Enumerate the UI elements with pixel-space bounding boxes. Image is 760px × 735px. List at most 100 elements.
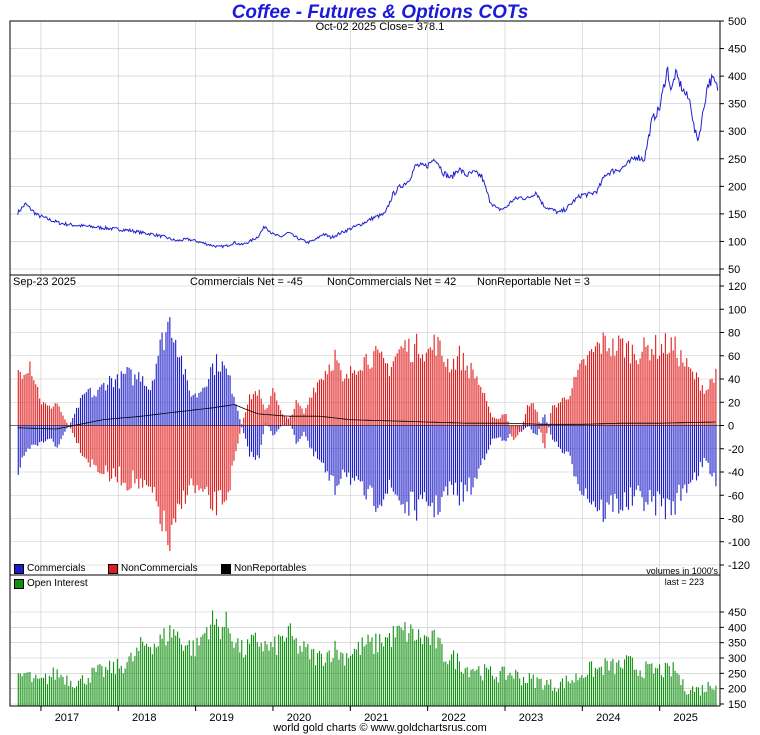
noncommercials-bar (62, 415, 64, 426)
open-interest-bar (505, 679, 507, 706)
commercials-bar (526, 425, 528, 427)
open-interest-bar (596, 669, 598, 706)
y-tick-label: 50 (728, 264, 740, 276)
open-interest-bar (369, 641, 371, 706)
commercials-bar (404, 425, 406, 514)
commercials-bar (336, 425, 338, 486)
open-interest-bar (697, 687, 699, 706)
noncommercials-bar (83, 425, 85, 458)
open-interest-bar (260, 642, 262, 706)
noncommercials-bar (87, 425, 89, 463)
noncommercials-bar (589, 350, 591, 426)
noncommercials-bar (132, 425, 134, 471)
commercials-bar (262, 425, 264, 435)
commercials-bar (81, 394, 83, 426)
noncommercials-bar (21, 379, 23, 426)
noncommercials-bar (674, 336, 676, 426)
commercials-bar (571, 425, 573, 465)
open-interest-bar (112, 661, 115, 706)
open-interest-bar (466, 667, 468, 706)
open-interest-bar (542, 689, 544, 706)
y-tick-label: -40 (728, 467, 744, 479)
open-interest-bar (590, 661, 593, 706)
open-interest-bar (217, 626, 219, 706)
open-interest-bar (50, 677, 52, 706)
commercials-bar (480, 425, 482, 466)
commercials-bar (579, 425, 581, 491)
open-interest-bar (468, 677, 470, 706)
open-interest-bar (486, 667, 488, 706)
noncommercials-bar (72, 425, 74, 433)
noncommercials-bar (367, 364, 369, 426)
x-tick-label: 2018 (132, 712, 156, 724)
noncommercials-bar (505, 414, 507, 426)
commercials-bar (334, 425, 336, 495)
noncommercials-bar (462, 352, 464, 426)
commercials-bar (532, 425, 534, 434)
commercials-bar (575, 425, 577, 477)
commercials-bar (190, 396, 192, 426)
open-interest-bar (713, 689, 715, 706)
commercials-bar (423, 425, 425, 493)
noncommercials-bar (666, 354, 668, 426)
commercials-bar (206, 386, 208, 426)
noncommercials-bar (248, 394, 251, 426)
open-interest-bar (190, 655, 192, 706)
noncommercials-bar (600, 353, 602, 426)
commercials-bar (212, 363, 214, 426)
commercials-bar (42, 425, 45, 443)
open-interest-bar (153, 643, 155, 706)
commercials-bar (664, 425, 666, 520)
open-interest-bar (299, 645, 301, 706)
noncommercials-bar (142, 425, 144, 488)
open-interest-bar (682, 679, 684, 706)
open-interest-bar (70, 680, 72, 706)
noncommercials-bar (703, 393, 705, 426)
commercials-bar (118, 388, 120, 426)
open-interest-bar (556, 691, 558, 706)
open-interest-bar (624, 659, 626, 706)
noncommercials-bar (42, 402, 45, 426)
open-interest-bar (212, 610, 214, 706)
open-interest-bar (484, 664, 486, 706)
noncommercials-bar (140, 425, 142, 479)
open-interest-bar (548, 684, 550, 706)
noncommercials-bar (145, 425, 148, 486)
noncommercials-bar (169, 425, 171, 551)
open-interest-bar (540, 678, 542, 706)
nonreportable-net: NonReportable Net = 3 (477, 276, 590, 288)
commercials-bar (29, 425, 31, 449)
commercials-bar (247, 425, 249, 447)
open-interest-bar (690, 690, 692, 706)
commercials-bar (315, 425, 317, 452)
commercials-bar (229, 375, 231, 426)
legend-nonreportables-swatch (221, 563, 231, 574)
noncommercials-bar (660, 344, 663, 426)
open-interest-bar (142, 641, 144, 706)
commercials-bar (196, 397, 198, 426)
commercials-bar (179, 357, 181, 426)
open-interest-bar (118, 668, 120, 706)
commercials-bar (186, 380, 188, 426)
commercials-bar (501, 425, 503, 441)
commercials-bar (136, 379, 138, 426)
noncommercials-bar (559, 402, 561, 426)
noncommercials-bar (474, 378, 476, 426)
y-tick-label: 400 (728, 622, 746, 634)
noncommercials-bar (392, 361, 394, 426)
commercials-bar (693, 425, 696, 473)
commercials-bar (243, 425, 245, 434)
commercials-bar (713, 425, 715, 473)
noncommercials-bar (550, 413, 552, 426)
noncommercials-bar (338, 362, 340, 426)
open-interest-bar (285, 637, 288, 706)
noncommercials-bar (346, 374, 348, 426)
open-interest-bar (109, 660, 111, 706)
commercials-bar (157, 355, 159, 426)
noncommercials-bar (388, 376, 390, 426)
open-interest-bar (44, 673, 47, 706)
open-interest-bar (295, 638, 297, 706)
open-interest-bar (252, 635, 254, 706)
open-interest-bar (577, 680, 579, 706)
commercials-bar (396, 425, 398, 496)
